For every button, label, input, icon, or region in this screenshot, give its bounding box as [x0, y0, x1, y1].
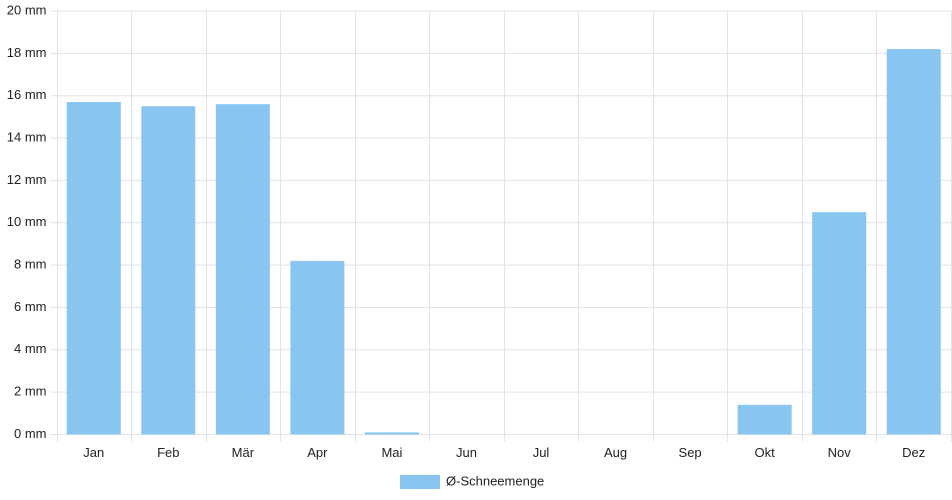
legend-swatch	[400, 475, 440, 489]
x-tick-label: Jul	[533, 445, 550, 460]
x-tick-label: Dez	[902, 445, 925, 460]
bar	[812, 212, 867, 435]
x-tick-label: Apr	[307, 445, 328, 460]
x-tick-label: Okt	[755, 445, 776, 460]
bar	[737, 404, 792, 435]
x-tick-label: Nov	[828, 445, 852, 460]
y-tick-label: 20 mm	[7, 2, 47, 17]
bar	[290, 260, 345, 435]
x-tick-label: Sep	[679, 445, 702, 460]
y-tick-label: 4 mm	[14, 341, 47, 356]
legend-label: Ø-Schneemenge	[446, 473, 544, 488]
x-tick-label: Feb	[157, 445, 179, 460]
bar	[886, 49, 941, 435]
y-tick-label: 18 mm	[7, 45, 47, 60]
y-tick-label: 14 mm	[7, 129, 47, 144]
x-tick-label: Jun	[456, 445, 477, 460]
bar	[141, 106, 196, 435]
x-tick-label: Aug	[604, 445, 627, 460]
x-tick-label: Mai	[381, 445, 402, 460]
bar	[364, 432, 419, 435]
y-tick-label: 2 mm	[14, 384, 47, 399]
y-tick-label: 8 mm	[14, 257, 47, 272]
y-tick-label: 0 mm	[14, 426, 47, 441]
x-tick-label: Mär	[232, 445, 255, 460]
y-tick-label: 6 mm	[14, 299, 47, 314]
y-tick-label: 12 mm	[7, 172, 47, 187]
y-tick-label: 10 mm	[7, 214, 47, 229]
x-tick-label: Jan	[83, 445, 104, 460]
bar	[66, 102, 121, 435]
y-tick-label: 16 mm	[7, 87, 47, 102]
bar	[215, 104, 270, 435]
